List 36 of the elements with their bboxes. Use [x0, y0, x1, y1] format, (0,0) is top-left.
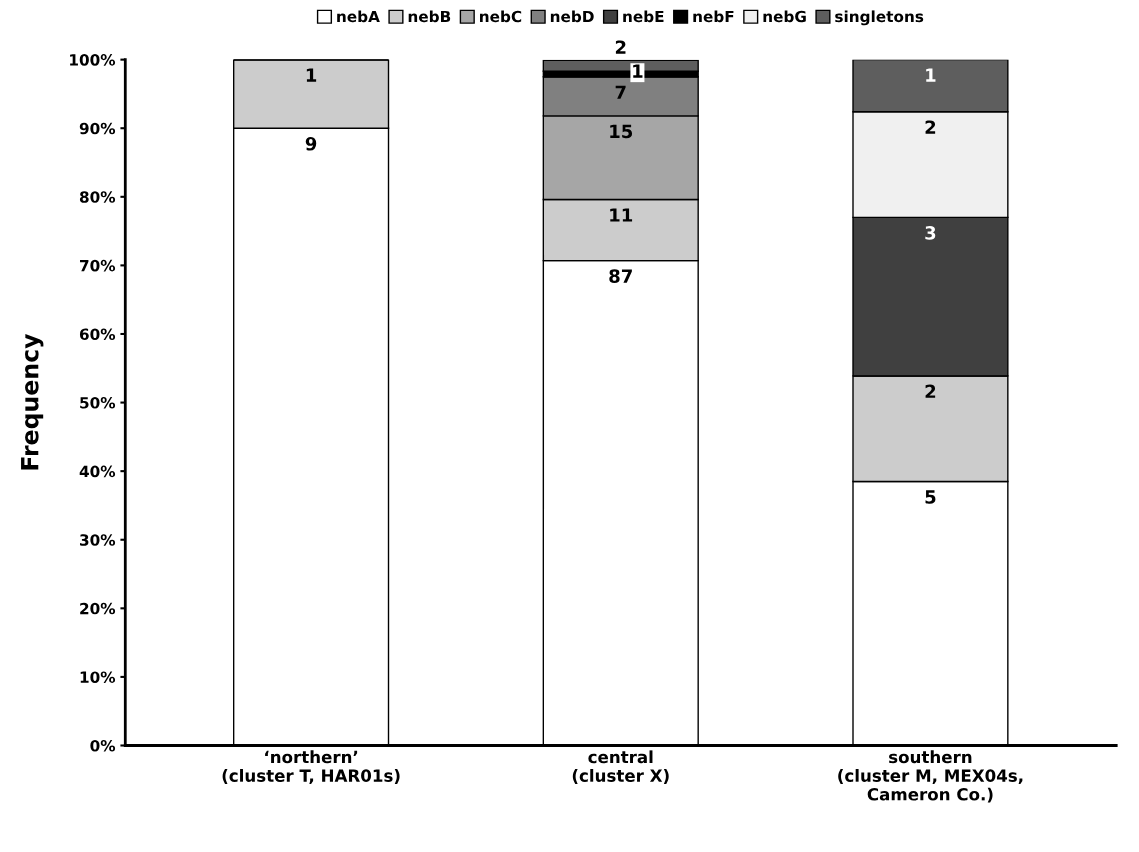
- x-tick-label: ‘northern’ (cluster T, HAR01s): [222, 750, 400, 785]
- legend-label: nebB: [408, 10, 451, 23]
- annotation: 11: [610, 208, 633, 222]
- y-tick-label: 90%: [79, 122, 116, 135]
- y-tick-label: 70%: [80, 259, 116, 272]
- legend-label: singletons: [835, 10, 924, 26]
- annotation: 1: [926, 68, 936, 82]
- legend-label: nebA: [337, 10, 380, 23]
- annotation: 3: [925, 226, 936, 240]
- y-tick-label: 60%: [79, 328, 116, 341]
- y-tick-label: 30%: [80, 534, 116, 546]
- legend-label: nebG: [763, 10, 806, 23]
- annotation: 1: [306, 68, 317, 82]
- y-tick-label: 50%: [80, 397, 116, 409]
- annotation: 2: [615, 40, 626, 54]
- legend-label: nebD: [550, 10, 594, 23]
- y-tick-label: 80%: [79, 191, 116, 203]
- y-axis-title: Frequency: [21, 333, 44, 470]
- y-tick-label: 20%: [80, 602, 116, 615]
- annotation: 2: [925, 120, 936, 134]
- annotation: 9: [305, 136, 317, 151]
- annotation: 2: [925, 384, 936, 398]
- annotation: 87: [609, 269, 632, 283]
- y-tick-label: 10%: [80, 671, 116, 683]
- y-tick-label: 100%: [70, 54, 116, 66]
- legend-label: nebE: [623, 10, 664, 23]
- x-tick-label: southern (cluster M, MEX04s, Cameron Co.): [838, 750, 1023, 803]
- y-tick-label: 0%: [90, 739, 116, 752]
- x-tick-label: central (cluster X): [572, 750, 669, 784]
- annotation: 1: [633, 64, 643, 78]
- y-tick-label: 40%: [79, 465, 116, 478]
- annotation: 5: [925, 490, 936, 504]
- annotation: 15: [610, 124, 633, 139]
- legend-label: nebF: [693, 10, 734, 23]
- annotation: 7: [615, 85, 626, 99]
- legend-label: nebC: [480, 10, 522, 23]
